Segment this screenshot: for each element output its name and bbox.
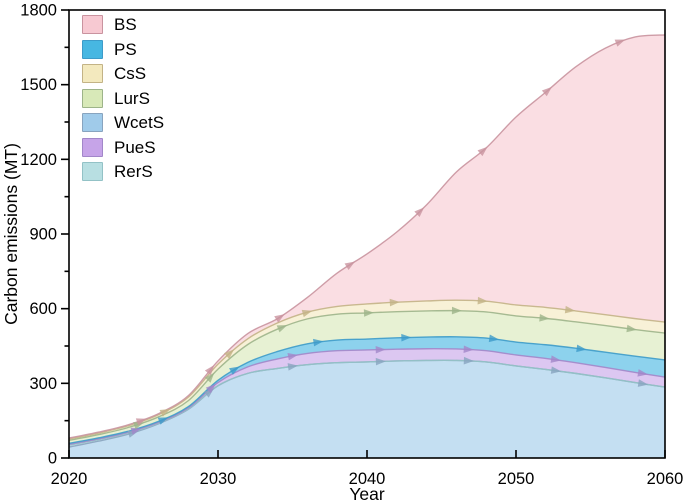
arrow-PueS	[130, 427, 142, 435]
arrow-BS	[477, 146, 488, 157]
arrow-PueS	[287, 352, 298, 361]
legend-swatch-LurS	[82, 88, 103, 108]
legend-swatch-PS	[82, 39, 103, 59]
area-BS	[69, 34, 665, 440]
arrow-WcetS	[287, 363, 299, 371]
tick-labels: 2020 2030 2040 2050 2060 0 300 600 900 1200 1500 18…	[20, 2, 683, 489]
arrow-WcetS	[375, 357, 386, 366]
arrow-WcetS	[550, 366, 562, 374]
legend-label: RerS	[114, 162, 153, 181]
arrow-CsS	[159, 409, 171, 417]
y-tick-label: 600	[29, 300, 57, 318]
y-tick-label: 1200	[20, 151, 57, 169]
legend-swatch-PueS	[82, 137, 103, 157]
arrow-BS	[414, 207, 425, 218]
arrow-WcetS	[637, 379, 649, 387]
legend-label: LurS	[114, 88, 150, 108]
legend-label: BS	[114, 15, 137, 34]
arrow-PS	[313, 338, 324, 347]
arrow-CsS	[564, 305, 576, 314]
arrow-PS	[576, 344, 587, 353]
arrow-PueS	[375, 345, 386, 354]
arrow-PS	[229, 366, 240, 375]
arrow-LurS	[451, 306, 462, 315]
legend-swatch-RerS	[82, 162, 103, 181]
y-tick-label: 0	[48, 450, 57, 468]
arrow-LurS	[363, 309, 374, 317]
y-tick-label: 1500	[20, 76, 57, 94]
y-tick-label: 300	[29, 375, 57, 393]
axis-ticks	[61, 9, 666, 459]
legend-swatch-CsS	[82, 64, 103, 83]
arrow-BS	[614, 39, 626, 47]
legend-swatch-BS	[82, 15, 103, 34]
arrow-PueS	[463, 345, 474, 354]
arrow-LurS	[276, 325, 288, 333]
legend: BS PS CsS LurS WcetS PueS RerS	[82, 14, 164, 182]
area-LurS	[69, 310, 665, 444]
arrow-LurS	[204, 372, 215, 383]
boundary-PueS	[69, 348, 665, 445]
x-tick-label: 2050	[498, 470, 535, 488]
arrow-PueS	[205, 383, 216, 394]
arrow-BS	[274, 314, 285, 323]
arrow-BS	[135, 418, 147, 426]
legend-item-CsS: CsS	[82, 63, 164, 84]
legend-swatch-WcetS	[82, 113, 103, 132]
arrow-PueS	[637, 369, 648, 377]
arrow-LurS	[539, 314, 550, 322]
y-tick-label: 1800	[20, 2, 57, 20]
legend-item-WcetS: WcetS	[82, 112, 164, 133]
legend-label: PS	[114, 39, 137, 59]
arrow-PS	[401, 333, 412, 342]
x-tick-label: 2030	[200, 470, 237, 488]
x-tick-label: 2020	[51, 470, 88, 488]
legend-item-PueS: PueS	[82, 137, 164, 158]
arrow-CsS	[224, 349, 235, 359]
legend-label: CsS	[114, 64, 147, 83]
arrow-BS	[344, 261, 356, 270]
legend-item-BS: BS	[82, 14, 164, 35]
arrow-CsS	[389, 298, 400, 307]
arrow-CsS	[301, 309, 313, 318]
x-tick-label: 2040	[349, 470, 386, 488]
arrow-CsS	[477, 296, 488, 305]
arrow-LurS	[133, 422, 144, 430]
arrow-BS	[204, 365, 215, 376]
boundary-RerS	[69, 359, 665, 446]
legend-item-PS: PS	[82, 39, 164, 60]
flow-arrows	[127, 39, 649, 438]
arrow-PS	[157, 417, 169, 425]
arrow-WcetS	[463, 356, 474, 365]
arrow-LurS	[626, 324, 637, 333]
y-axis-title: Carbon emissions (MT)	[1, 143, 21, 325]
area-WcetS	[69, 360, 665, 458]
legend-item-LurS: LurS	[82, 88, 164, 109]
y-tick-label: 900	[29, 226, 57, 244]
legend-item-RerS: RerS	[82, 161, 164, 182]
arrow-PueS	[550, 355, 562, 363]
arrow-PS	[488, 334, 500, 343]
x-axis-title: Year	[349, 484, 385, 504]
legend-label: WcetS	[114, 113, 165, 132]
x-tick-label: 2060	[647, 470, 684, 488]
legend-label: PueS	[114, 137, 156, 157]
arrow-BS	[541, 86, 552, 97]
